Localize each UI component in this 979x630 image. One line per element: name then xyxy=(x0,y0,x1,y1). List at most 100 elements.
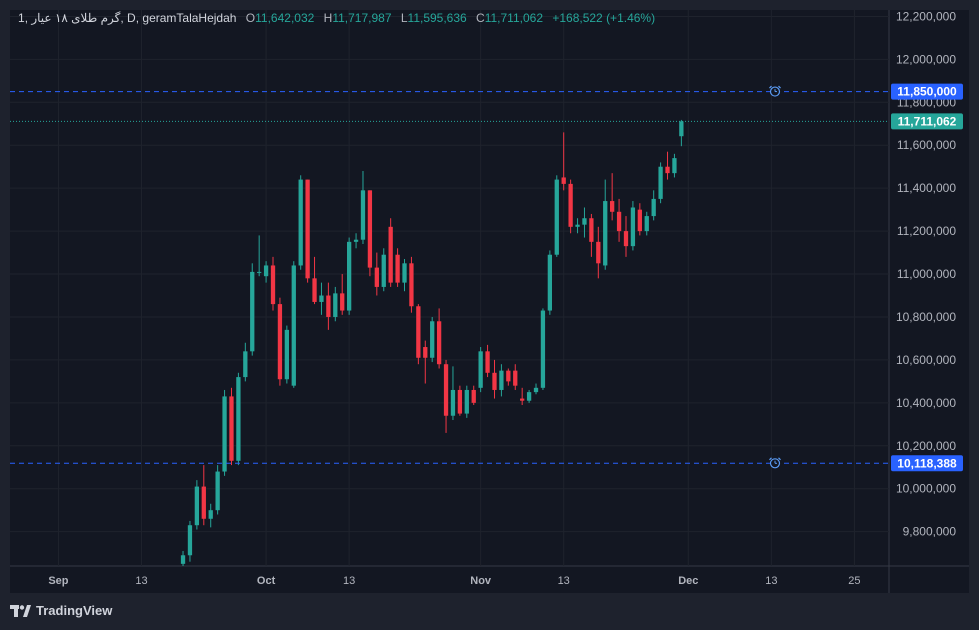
candle-body xyxy=(180,555,186,564)
legend-high-label: H xyxy=(323,11,333,25)
candle-body xyxy=(443,364,449,416)
overlays xyxy=(10,85,889,469)
candle-body xyxy=(236,377,241,461)
x-tick-label: Sep xyxy=(48,575,68,587)
y-tick-label: 10,600,000 xyxy=(896,353,956,367)
y-tick-label: 12,200,000 xyxy=(896,9,956,23)
candle-body xyxy=(340,293,345,311)
candle-body xyxy=(388,226,393,283)
candle-body xyxy=(582,218,587,225)
x-tick-label: 25 xyxy=(848,575,860,587)
candle-body xyxy=(395,254,400,283)
alert-price-badge xyxy=(891,455,963,472)
legend-open: 11,642,032 xyxy=(255,11,315,25)
legend-interval: 1 xyxy=(18,11,25,25)
legend-close: 11,711,062 xyxy=(484,11,543,25)
x-tick-label: 13 xyxy=(343,575,355,587)
candle-body xyxy=(257,271,262,273)
brand-name: TradingView xyxy=(36,603,113,618)
alarm-clock-icon xyxy=(769,457,781,469)
last-price-badge xyxy=(891,113,963,130)
candle-body xyxy=(409,263,414,307)
candle-body xyxy=(423,347,428,358)
x-tick-label: 13 xyxy=(765,575,777,587)
candle-body xyxy=(616,211,622,232)
candle-body xyxy=(658,166,663,199)
candle-body xyxy=(554,179,559,255)
y-tick-label: 10,200,000 xyxy=(896,439,956,453)
candle-body xyxy=(547,254,553,311)
candles xyxy=(180,119,684,566)
x-tick-label: 13 xyxy=(558,575,570,587)
alarm-clock-bell xyxy=(769,85,772,89)
last-price-label: 11,711,062 xyxy=(898,114,957,128)
candle-body xyxy=(360,190,366,240)
candle-body xyxy=(540,310,546,388)
candle-body xyxy=(381,254,386,287)
candle-body xyxy=(610,201,615,212)
alarm-clock-icon xyxy=(769,85,781,97)
candle-body xyxy=(450,389,456,416)
scale-corner xyxy=(889,566,969,593)
y-tick-label: 10,000,000 xyxy=(896,482,956,496)
candle-body xyxy=(568,183,573,227)
y-tick-label: 10,800,000 xyxy=(896,310,956,324)
legend-high: 11,717,987 xyxy=(332,11,392,25)
price-labels: 11,850,000 10,118,388 11,711,062 xyxy=(891,83,963,472)
candle-body xyxy=(270,265,276,305)
alarm-clock-bell xyxy=(778,457,781,461)
candle-body xyxy=(367,190,373,268)
candle-body xyxy=(499,370,504,390)
candle-body xyxy=(471,389,476,403)
y-tick-label: 11,600,000 xyxy=(897,138,956,152)
y-tick-label: 11,200,000 xyxy=(897,224,956,238)
candle-body xyxy=(277,304,283,380)
candle-body xyxy=(402,263,407,283)
legend-low: 11,595,636 xyxy=(407,11,467,25)
candle-body xyxy=(353,239,359,242)
candle-body xyxy=(298,179,303,266)
candle-body xyxy=(263,265,269,277)
candle-body xyxy=(513,370,518,386)
candle-body xyxy=(457,389,463,414)
candle-body xyxy=(575,224,580,227)
legend-timeframe: D xyxy=(127,11,136,25)
legend-change: +168,522 (+1.46%) xyxy=(552,11,656,25)
alarm-clock-bell xyxy=(769,457,772,461)
candle-body xyxy=(630,207,636,247)
candle-body xyxy=(533,387,539,393)
x-tick-label: Nov xyxy=(470,575,492,587)
candle-body xyxy=(596,241,601,264)
legend-symbol[interactable]: گرم طلای ۱۸ عیار xyxy=(31,11,121,25)
candle-body xyxy=(520,398,525,401)
candle-body xyxy=(603,201,608,266)
candle-body xyxy=(436,321,442,365)
price-scale[interactable] xyxy=(889,10,969,566)
candle-body xyxy=(374,267,379,287)
candle-body xyxy=(589,218,594,242)
candle-body xyxy=(291,265,296,386)
x-axis-ticks: Sep 13 Oct 13 Nov 13 Dec 13 25 xyxy=(48,575,860,587)
candle-body xyxy=(333,293,338,317)
candle-body xyxy=(672,158,677,174)
candle-body xyxy=(215,471,220,511)
candle-body xyxy=(651,198,656,217)
legend-source: geramTalaHejdah xyxy=(142,11,237,25)
candle-body xyxy=(623,231,629,247)
candle-body xyxy=(243,351,248,378)
time-scale[interactable] xyxy=(10,566,889,593)
y-tick-label: 11,000,000 xyxy=(897,267,956,281)
legend-close-label: C xyxy=(476,11,485,25)
candle-body xyxy=(665,166,670,174)
candle-body xyxy=(187,525,193,556)
y-tick-label: 10,400,000 xyxy=(896,396,956,410)
candle-body xyxy=(485,351,490,373)
candle-body xyxy=(194,486,200,526)
candle-body xyxy=(464,389,469,414)
y-tick-label: 9,800,000 xyxy=(903,525,957,539)
tradingview-logo-icon xyxy=(10,604,31,617)
x-tick-label: 13 xyxy=(135,575,147,587)
tradingview-brand[interactable]: TradingView xyxy=(10,603,112,618)
